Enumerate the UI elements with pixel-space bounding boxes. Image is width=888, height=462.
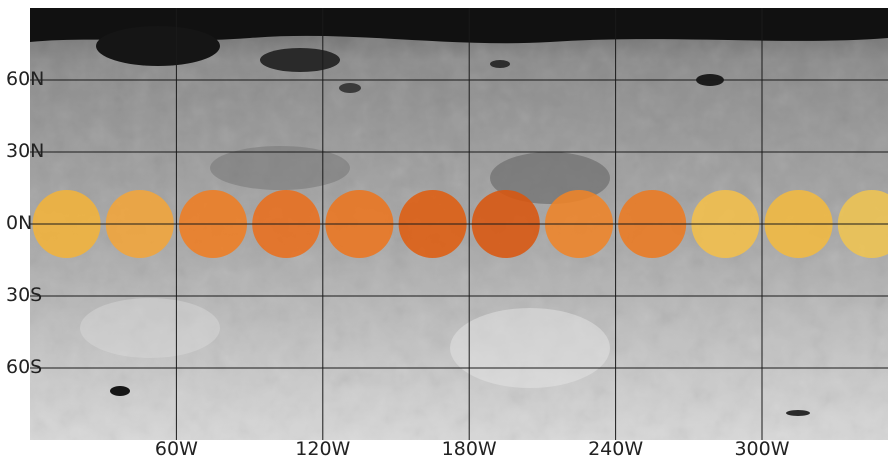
dark-crater bbox=[260, 48, 340, 72]
latitude-label: 30S bbox=[6, 284, 43, 306]
north-polar-shadow bbox=[30, 8, 888, 44]
longitude-label: 300W bbox=[734, 438, 790, 460]
longitude-label: 240W bbox=[588, 438, 644, 460]
equator-markers bbox=[30, 190, 888, 258]
dark-crater bbox=[96, 26, 220, 66]
latitude-label: 60N bbox=[6, 68, 45, 90]
bright-highland bbox=[450, 308, 610, 388]
latitude-label: 0N bbox=[6, 212, 33, 234]
bright-highland bbox=[80, 298, 220, 358]
longitude-label: 180W bbox=[441, 438, 497, 460]
dark-mare bbox=[210, 146, 350, 190]
lunar-surface-map bbox=[30, 8, 888, 440]
dark-crater bbox=[490, 60, 510, 68]
dark-crater bbox=[110, 386, 130, 396]
longitude-label: 120W bbox=[295, 438, 351, 460]
latitude-label: 60S bbox=[6, 356, 43, 378]
lunar-map bbox=[30, 8, 888, 440]
latitude-label: 30N bbox=[6, 140, 45, 162]
dark-crater bbox=[786, 410, 810, 416]
longitude-label: 60W bbox=[154, 438, 198, 460]
dark-crater bbox=[339, 83, 361, 93]
